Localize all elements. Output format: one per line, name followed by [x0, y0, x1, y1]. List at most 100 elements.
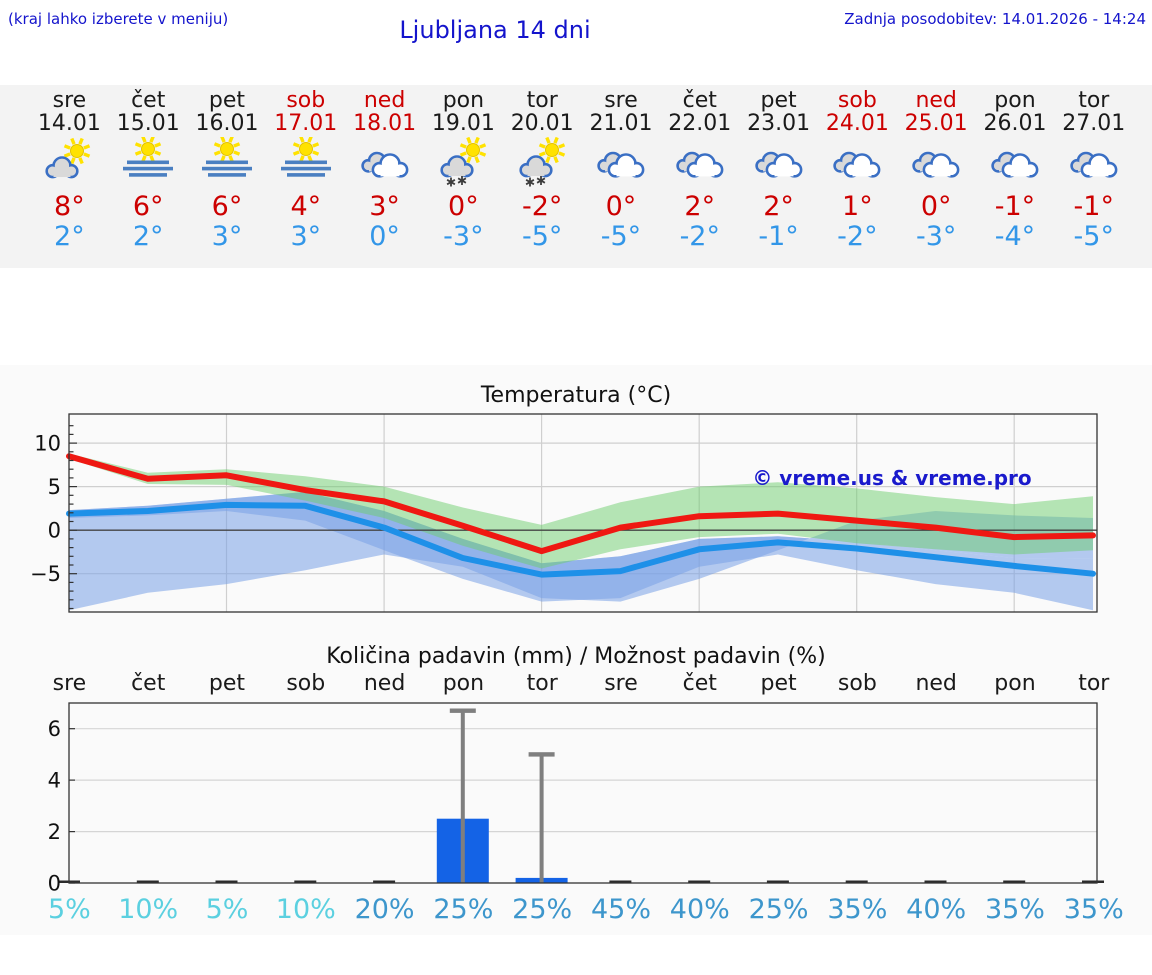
day-name: tor	[526, 88, 558, 113]
svg-text:5: 5	[48, 475, 61, 499]
precipitation-chart: 0 2 4 6	[48, 702, 1104, 893]
day-date: 14.01	[37, 111, 101, 136]
precip-probability: 35%	[827, 894, 888, 925]
temp-min: -1°	[758, 221, 799, 252]
day-name: pet	[760, 88, 797, 113]
temp-min: 2°	[54, 221, 85, 252]
day-name: tor	[1078, 88, 1110, 113]
temp-min: 3°	[211, 221, 243, 252]
precip-day-label: sre	[52, 671, 87, 696]
day-date: 15.01	[116, 111, 180, 136]
precip-probability: 5%	[47, 894, 91, 925]
day-column: pet 23.01 2° -1°	[739, 85, 818, 268]
day-name: čet	[682, 88, 717, 113]
precip-day-label: tor	[526, 671, 558, 696]
snow-shower-icon	[424, 135, 503, 189]
day-name: sob	[837, 88, 877, 113]
day-column: pon 26.01 -1° -4°	[976, 85, 1055, 268]
day-column: sre 21.01 0° -5°	[582, 85, 661, 268]
cloudy-icon	[739, 135, 818, 189]
day-column: sob 17.01 4° 3°	[266, 85, 345, 268]
cloudy-icon	[897, 135, 976, 189]
precip-day-label: pet	[760, 671, 797, 696]
fog-sun-icon	[109, 135, 188, 189]
day-column: tor 27.01 -1° -5°	[1054, 85, 1133, 268]
precip-probability: 25%	[512, 894, 573, 925]
cloudy-icon	[582, 135, 661, 189]
precip-day-label: tor	[1078, 671, 1110, 696]
day-column: sre 14.01 8° 2°	[30, 85, 109, 268]
day-name: pon	[442, 88, 485, 113]
temperature-chart: −5 0 5 10 © vreme.us & vreme.pro	[30, 413, 1098, 613]
day-date: 16.01	[195, 111, 259, 136]
precip-day-label: pon	[994, 671, 1036, 696]
day-date: 20.01	[510, 111, 574, 136]
svg-text:6: 6	[48, 717, 61, 741]
precip-day-label: čet	[131, 671, 166, 696]
day-date: 26.01	[983, 111, 1047, 136]
day-column: pet 16.01 6° 3°	[188, 85, 267, 268]
day-name: sre	[52, 88, 87, 113]
temp-max: 6°	[132, 191, 164, 222]
day-name: sob	[286, 88, 326, 113]
precipitation-day-labels: sre čet pet sob ned pon tor sre čet pet sob ned pon t…	[0, 671, 1133, 696]
day-date: 25.01	[904, 111, 968, 136]
precip-day-label: ned	[363, 671, 406, 696]
temp-max: -1°	[994, 191, 1036, 222]
day-date: 27.01	[1062, 111, 1126, 136]
last-update-label: Zadnja posodobitev: 14.01.2026 - 14:24	[844, 10, 1146, 28]
svg-text:4: 4	[48, 769, 61, 793]
day-date: 23.01	[747, 111, 811, 136]
day-date: 22.01	[668, 111, 732, 136]
day-column: sob 24.01 1° -2°	[818, 85, 897, 268]
cloudy-icon	[660, 135, 739, 189]
temp-max: 6°	[211, 191, 243, 222]
day-date: 24.01	[825, 111, 889, 136]
temp-max: 3°	[369, 191, 400, 222]
precip-day-label: sre	[604, 671, 638, 696]
day-name: pon	[994, 88, 1036, 113]
temp-min: -4°	[994, 221, 1036, 252]
precip-probability: 10%	[275, 894, 336, 925]
partly-cloudy-icon	[30, 135, 109, 189]
page-title: Ljubljana 14 dni	[399, 16, 591, 44]
temp-max: 0°	[605, 191, 637, 222]
precip-probability: 45%	[590, 894, 651, 925]
cloudy-icon	[976, 135, 1055, 189]
day-name: ned	[915, 88, 957, 113]
precip-probability: 40%	[906, 894, 967, 925]
day-name: sre	[604, 88, 638, 113]
temp-min: -3°	[915, 221, 957, 252]
precip-probability: 35%	[1063, 894, 1124, 925]
cloudy-icon	[345, 135, 424, 189]
precip-day-label: sob	[837, 671, 877, 696]
precip-day-label: pon	[442, 671, 485, 696]
day-name: pet	[208, 88, 246, 113]
fog-sun-icon	[266, 135, 345, 189]
charts-section: Temperatura (°C) −5 0 5 10 © vreme.us & vrem…	[0, 365, 1152, 935]
temp-min: 3°	[290, 221, 322, 252]
precip-day-label: ned	[915, 671, 957, 696]
forecast-band: sre 14.01 8° 2° čet 15.01 6° 2° pet 16.01 6° 3° sob 1…	[0, 85, 1152, 268]
precipitation-chart-title: Količina padavin (mm) / Možnost padavin …	[326, 644, 826, 669]
temp-max: 0°	[448, 191, 479, 222]
precip-probability: 20%	[354, 894, 415, 925]
temp-max: 8°	[54, 191, 85, 222]
location-menu-hint: (kraj lahko izberete v meniju)	[8, 10, 229, 28]
temp-max: 0°	[920, 191, 952, 222]
day-column: ned 18.01 3° 0°	[345, 85, 424, 268]
precip-probability: 10%	[118, 894, 179, 925]
day-date: 18.01	[353, 111, 417, 136]
precip-day-label: sob	[286, 671, 326, 696]
svg-text:0: 0	[48, 519, 61, 543]
svg-text:−5: −5	[30, 562, 61, 586]
day-column: pon 19.01 0° -3°	[424, 85, 503, 268]
precip-probability: 25%	[433, 894, 494, 925]
svg-text:10: 10	[34, 432, 61, 456]
temp-min: -5°	[600, 221, 642, 252]
precip-probability: 5%	[205, 894, 249, 925]
day-column: čet 15.01 6° 2°	[109, 85, 188, 268]
temp-max: -2°	[521, 191, 563, 222]
precip-day-label: pet	[208, 671, 246, 696]
